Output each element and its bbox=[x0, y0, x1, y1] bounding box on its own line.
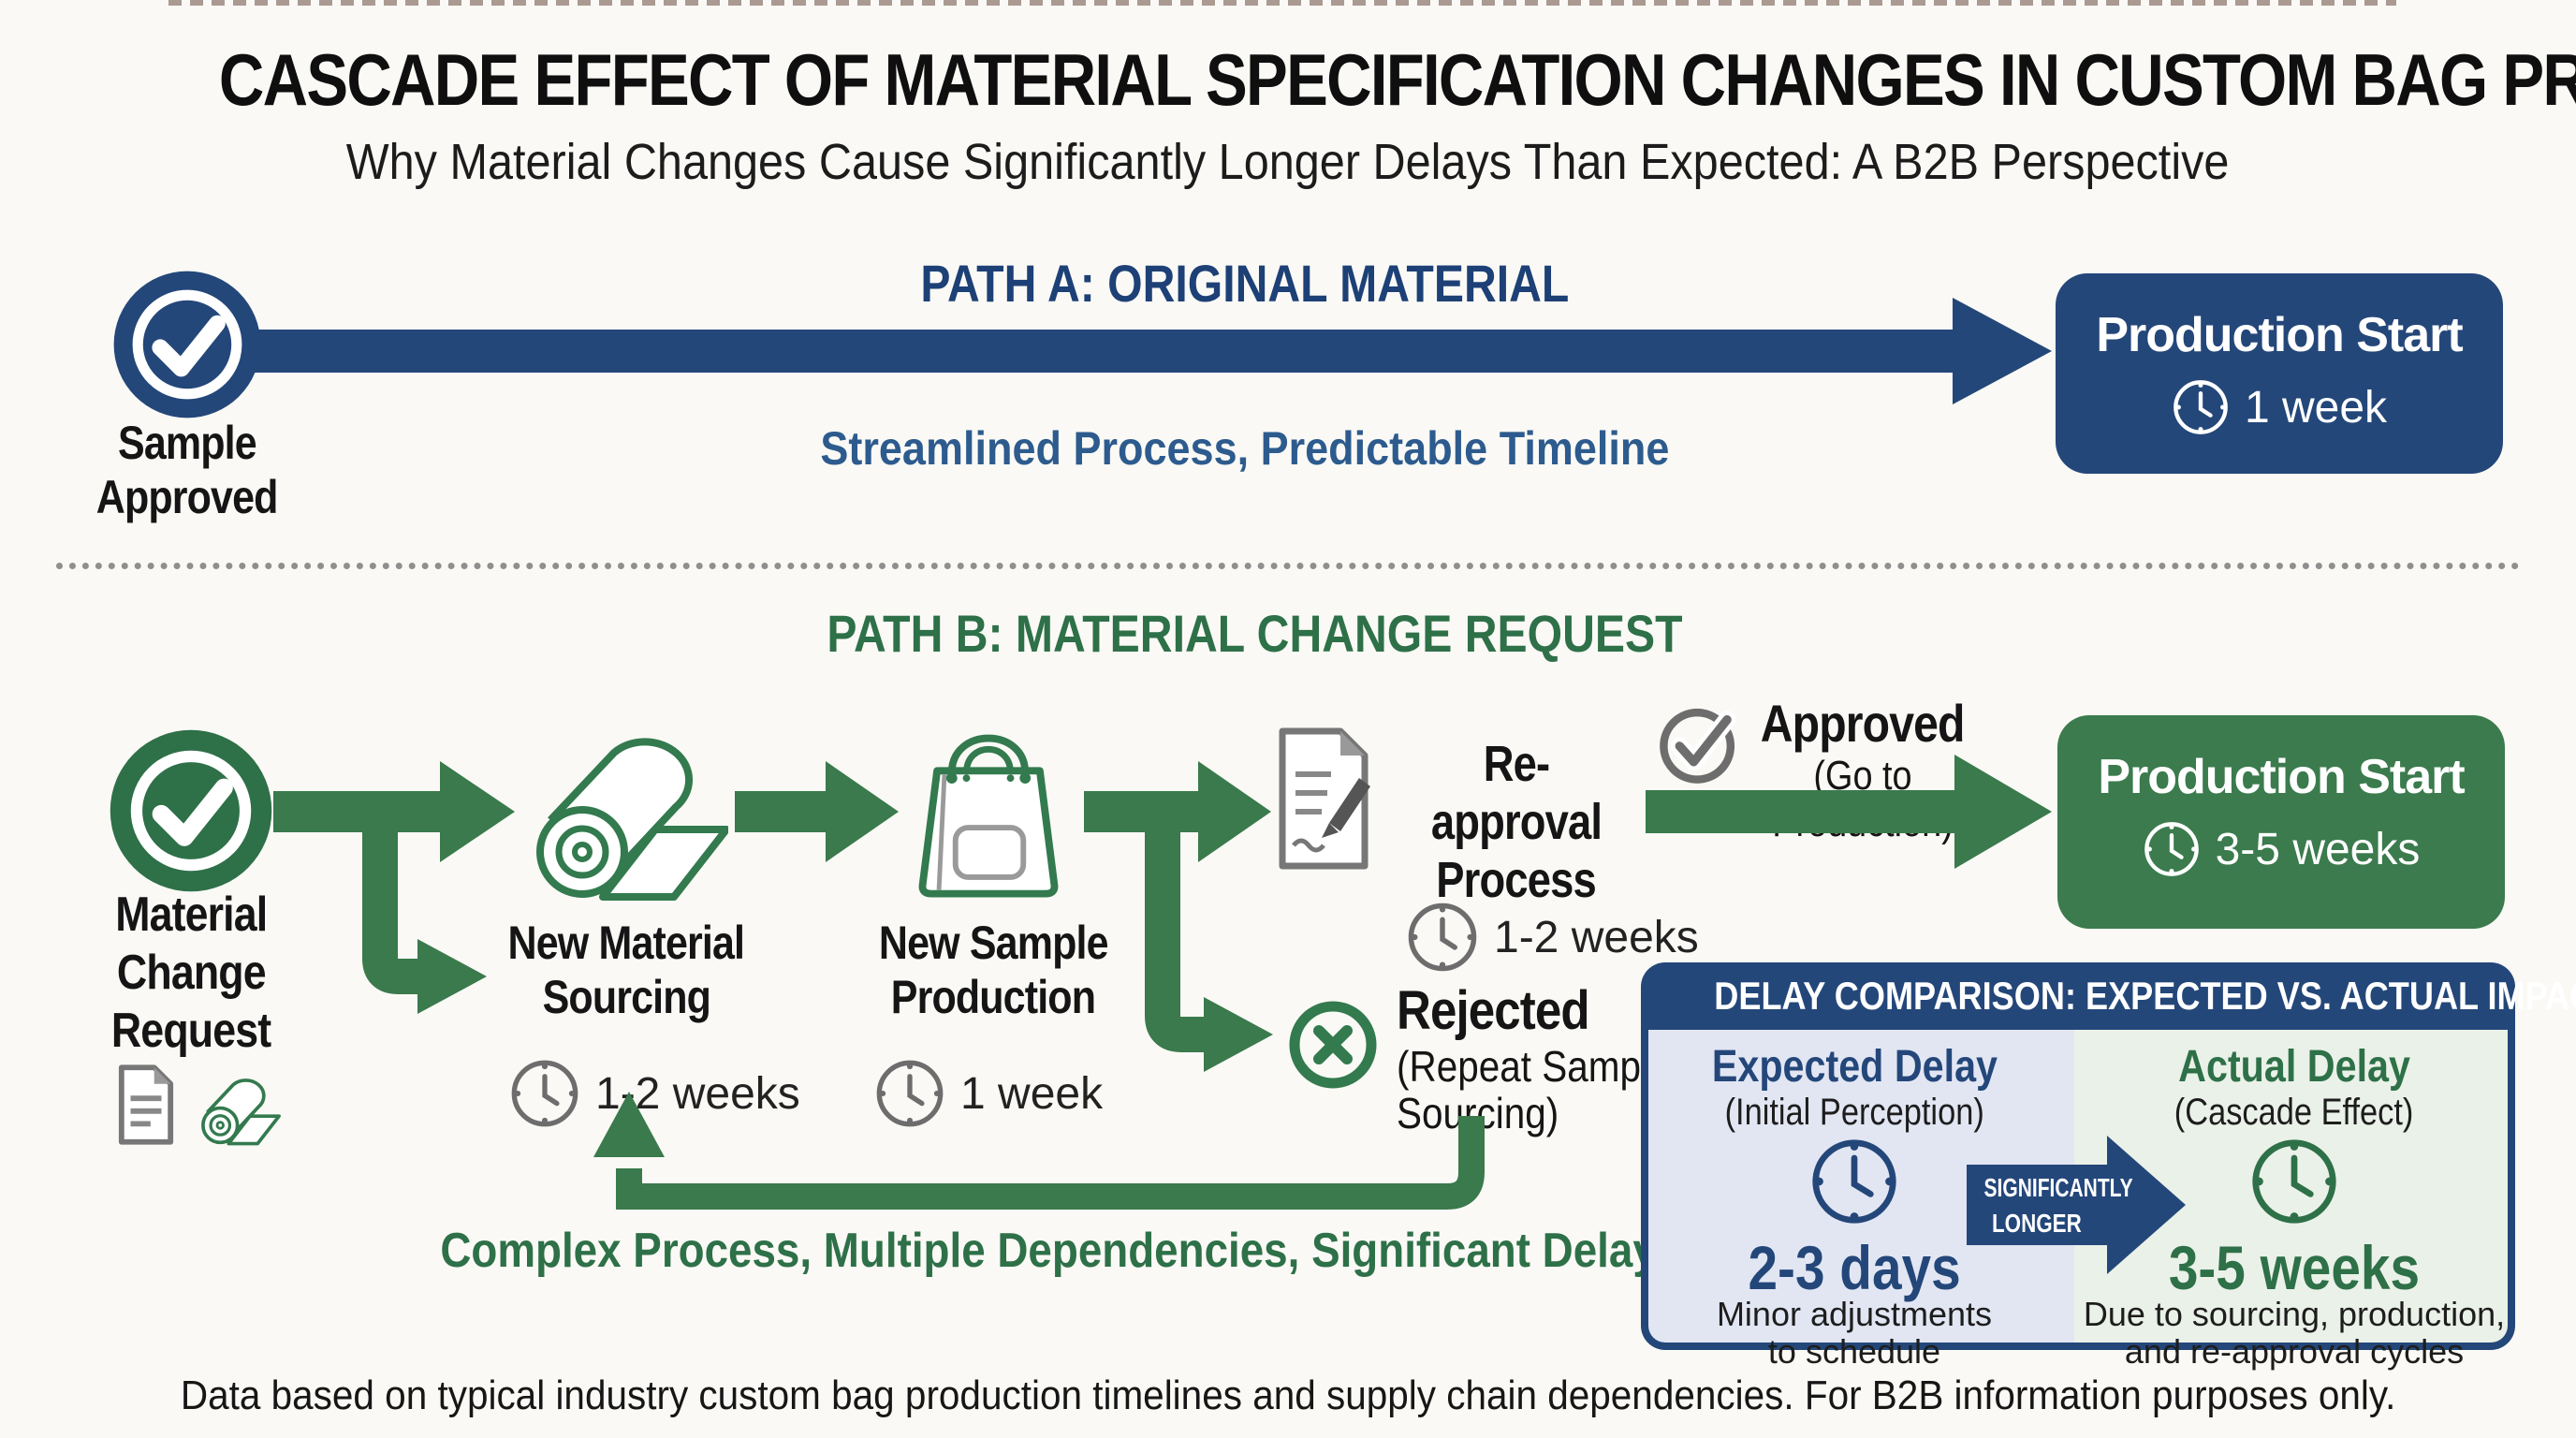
rejected-title: Rejected bbox=[1397, 980, 1590, 1041]
sample-approved-check-icon bbox=[113, 271, 261, 418]
expected-clock-icon bbox=[1812, 1139, 1896, 1224]
delay-comparison-heading: DELAY COMPARISON: EXPECTED VS. ACTUAL IM… bbox=[1714, 974, 2576, 1018]
clock-icon bbox=[2144, 822, 2199, 876]
path-b-heading: PATH B: MATERIAL CHANGE REQUEST bbox=[826, 604, 1683, 663]
expected-delay-value: 2-3 days bbox=[1748, 1233, 1961, 1302]
production-start-a-duration: 1 week bbox=[2244, 382, 2388, 433]
fabric-roll-icon bbox=[536, 738, 728, 901]
path-a-heading: PATH A: ORIGINAL MATERIAL bbox=[920, 254, 1570, 313]
path-b-arrow2-shaft bbox=[735, 791, 826, 832]
expected-delay-title: Expected Delay bbox=[1711, 1042, 1998, 1092]
path-b-arrow1-shaft bbox=[273, 791, 440, 832]
expected-delay-note: Minor adjustments to schedule bbox=[1716, 1295, 1993, 1371]
clock-icon bbox=[1408, 902, 1477, 972]
production-start-a-box: Production Start 1 week bbox=[2056, 273, 2503, 474]
section-divider bbox=[56, 563, 2520, 569]
rejected-subtitle: (Repeat Sample/ Sourcing) bbox=[1397, 1042, 1681, 1137]
footer-note: Data based on typical industry custom ba… bbox=[180, 1372, 2396, 1418]
path-b-arrow4-head bbox=[1954, 755, 2052, 869]
path-b-arrow3-head bbox=[1198, 761, 1271, 862]
approved-title: Approved bbox=[1761, 694, 1966, 753]
page-title: CASCADE EFFECT OF MATERIAL SPECIFICATION… bbox=[218, 38, 2576, 121]
significantly-longer-arrow-body bbox=[1967, 1165, 2107, 1245]
path-b-arrow2-head bbox=[826, 761, 899, 862]
loop-back-arrow bbox=[593, 1092, 1485, 1210]
path-a-arrow-head bbox=[1953, 298, 2052, 404]
fabric-roll-small-icon bbox=[201, 1078, 281, 1146]
actual-delay-title: Actual Delay bbox=[2178, 1042, 2410, 1092]
path-b-tagline: Complex Process, Multiple Dependencies, … bbox=[440, 1224, 1681, 1278]
significantly-longer-arrow-head bbox=[2107, 1136, 2186, 1274]
shopping-bag-icon bbox=[918, 734, 1059, 898]
path-a-tagline: Streamlined Process, Predictable Timelin… bbox=[820, 422, 1670, 475]
expected-delay-subtitle: (Initial Perception) bbox=[1724, 1092, 1984, 1133]
clock-icon bbox=[876, 1060, 944, 1127]
reapproval-document-icon bbox=[1279, 727, 1370, 870]
material-change-label: Material Change Request bbox=[110, 888, 271, 1058]
delay-comparison-box: DELAY COMPARISON: EXPECTED VS. ACTUAL IM… bbox=[1641, 962, 2576, 1371]
approved-check-icon bbox=[1660, 708, 1736, 784]
document-icon bbox=[118, 1064, 174, 1145]
sample-production-label: New Sample Production bbox=[878, 917, 1109, 1023]
fork-branch-arrow-rejected bbox=[1145, 812, 1273, 1072]
clock-icon bbox=[511, 1060, 578, 1127]
clock-icon bbox=[2174, 380, 2228, 434]
actual-delay-subtitle: (Cascade Effect) bbox=[2174, 1092, 2414, 1133]
production-start-b-box: Production Start 3-5 weeks bbox=[2057, 715, 2505, 929]
path-a-arrow-shaft bbox=[255, 330, 1953, 373]
path-b-arrow1-head bbox=[440, 761, 515, 862]
actual-delay-note: Due to sourcing, production, and re-appr… bbox=[2083, 1295, 2506, 1371]
page-subtitle: Why Material Changes Cause Significantly… bbox=[346, 134, 2230, 190]
production-start-a-title: Production Start bbox=[2096, 308, 2463, 362]
rejected-x-icon bbox=[1289, 1001, 1377, 1089]
reapproval-duration: 1-2 weeks bbox=[1406, 901, 1699, 974]
fork-branch-arrow-sourcing bbox=[362, 812, 487, 1014]
production-start-b-duration: 3-5 weeks bbox=[2215, 824, 2421, 874]
material-change-check-icon bbox=[110, 729, 272, 892]
production-start-b-title: Production Start bbox=[2098, 750, 2465, 804]
top-edge-strip bbox=[168, 0, 2396, 6]
actual-clock-icon bbox=[2252, 1139, 2336, 1224]
path-b-arrow4-shaft bbox=[1646, 790, 1954, 833]
reapproval-label: Re-approval Process bbox=[1430, 736, 1603, 908]
actual-delay-value: 3-5 weeks bbox=[2168, 1233, 2421, 1302]
significantly-longer-label: SIGNIFICANTLY LONGER bbox=[1983, 1173, 2133, 1238]
sourcing-label: New Material Sourcing bbox=[507, 917, 745, 1023]
sample-approved-label: Sample Approved bbox=[96, 417, 279, 523]
sample-production-duration: 1 week bbox=[874, 1058, 1103, 1129]
